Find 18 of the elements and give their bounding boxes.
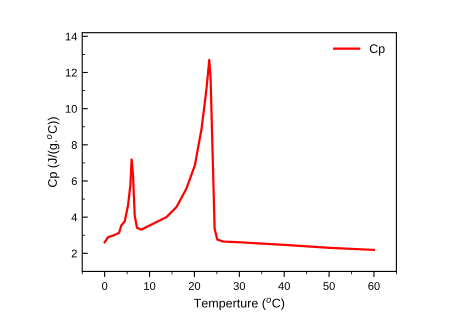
y-tick-label: 4	[71, 214, 78, 222]
y-tick-label: 2	[72, 250, 77, 258]
y-tick-label: 10	[66, 104, 77, 113]
x-tick-label: 30	[234, 282, 246, 290]
y-tick-label: 12	[66, 68, 77, 77]
x-tick-label: 60	[368, 282, 380, 290]
x-tick-label: 0	[102, 282, 108, 290]
x-tick-label: 50	[323, 282, 335, 290]
y-tick-label: 8	[72, 141, 77, 149]
line-series	[104, 58, 376, 251]
x-tick-label: 20	[188, 282, 200, 290]
x-tick-label: 40	[278, 282, 290, 290]
x-axis-title: Temperture ($^{o}$C)	[194, 298, 284, 310]
legend-label: Cp	[370, 44, 385, 56]
y-tick-label: 6	[72, 177, 77, 186]
y-tick-label: 14	[66, 32, 78, 40]
y-axis-title: Cp (J/(g.$^{o}$C))	[47, 117, 60, 187]
x-tick-label: 10	[144, 282, 156, 290]
